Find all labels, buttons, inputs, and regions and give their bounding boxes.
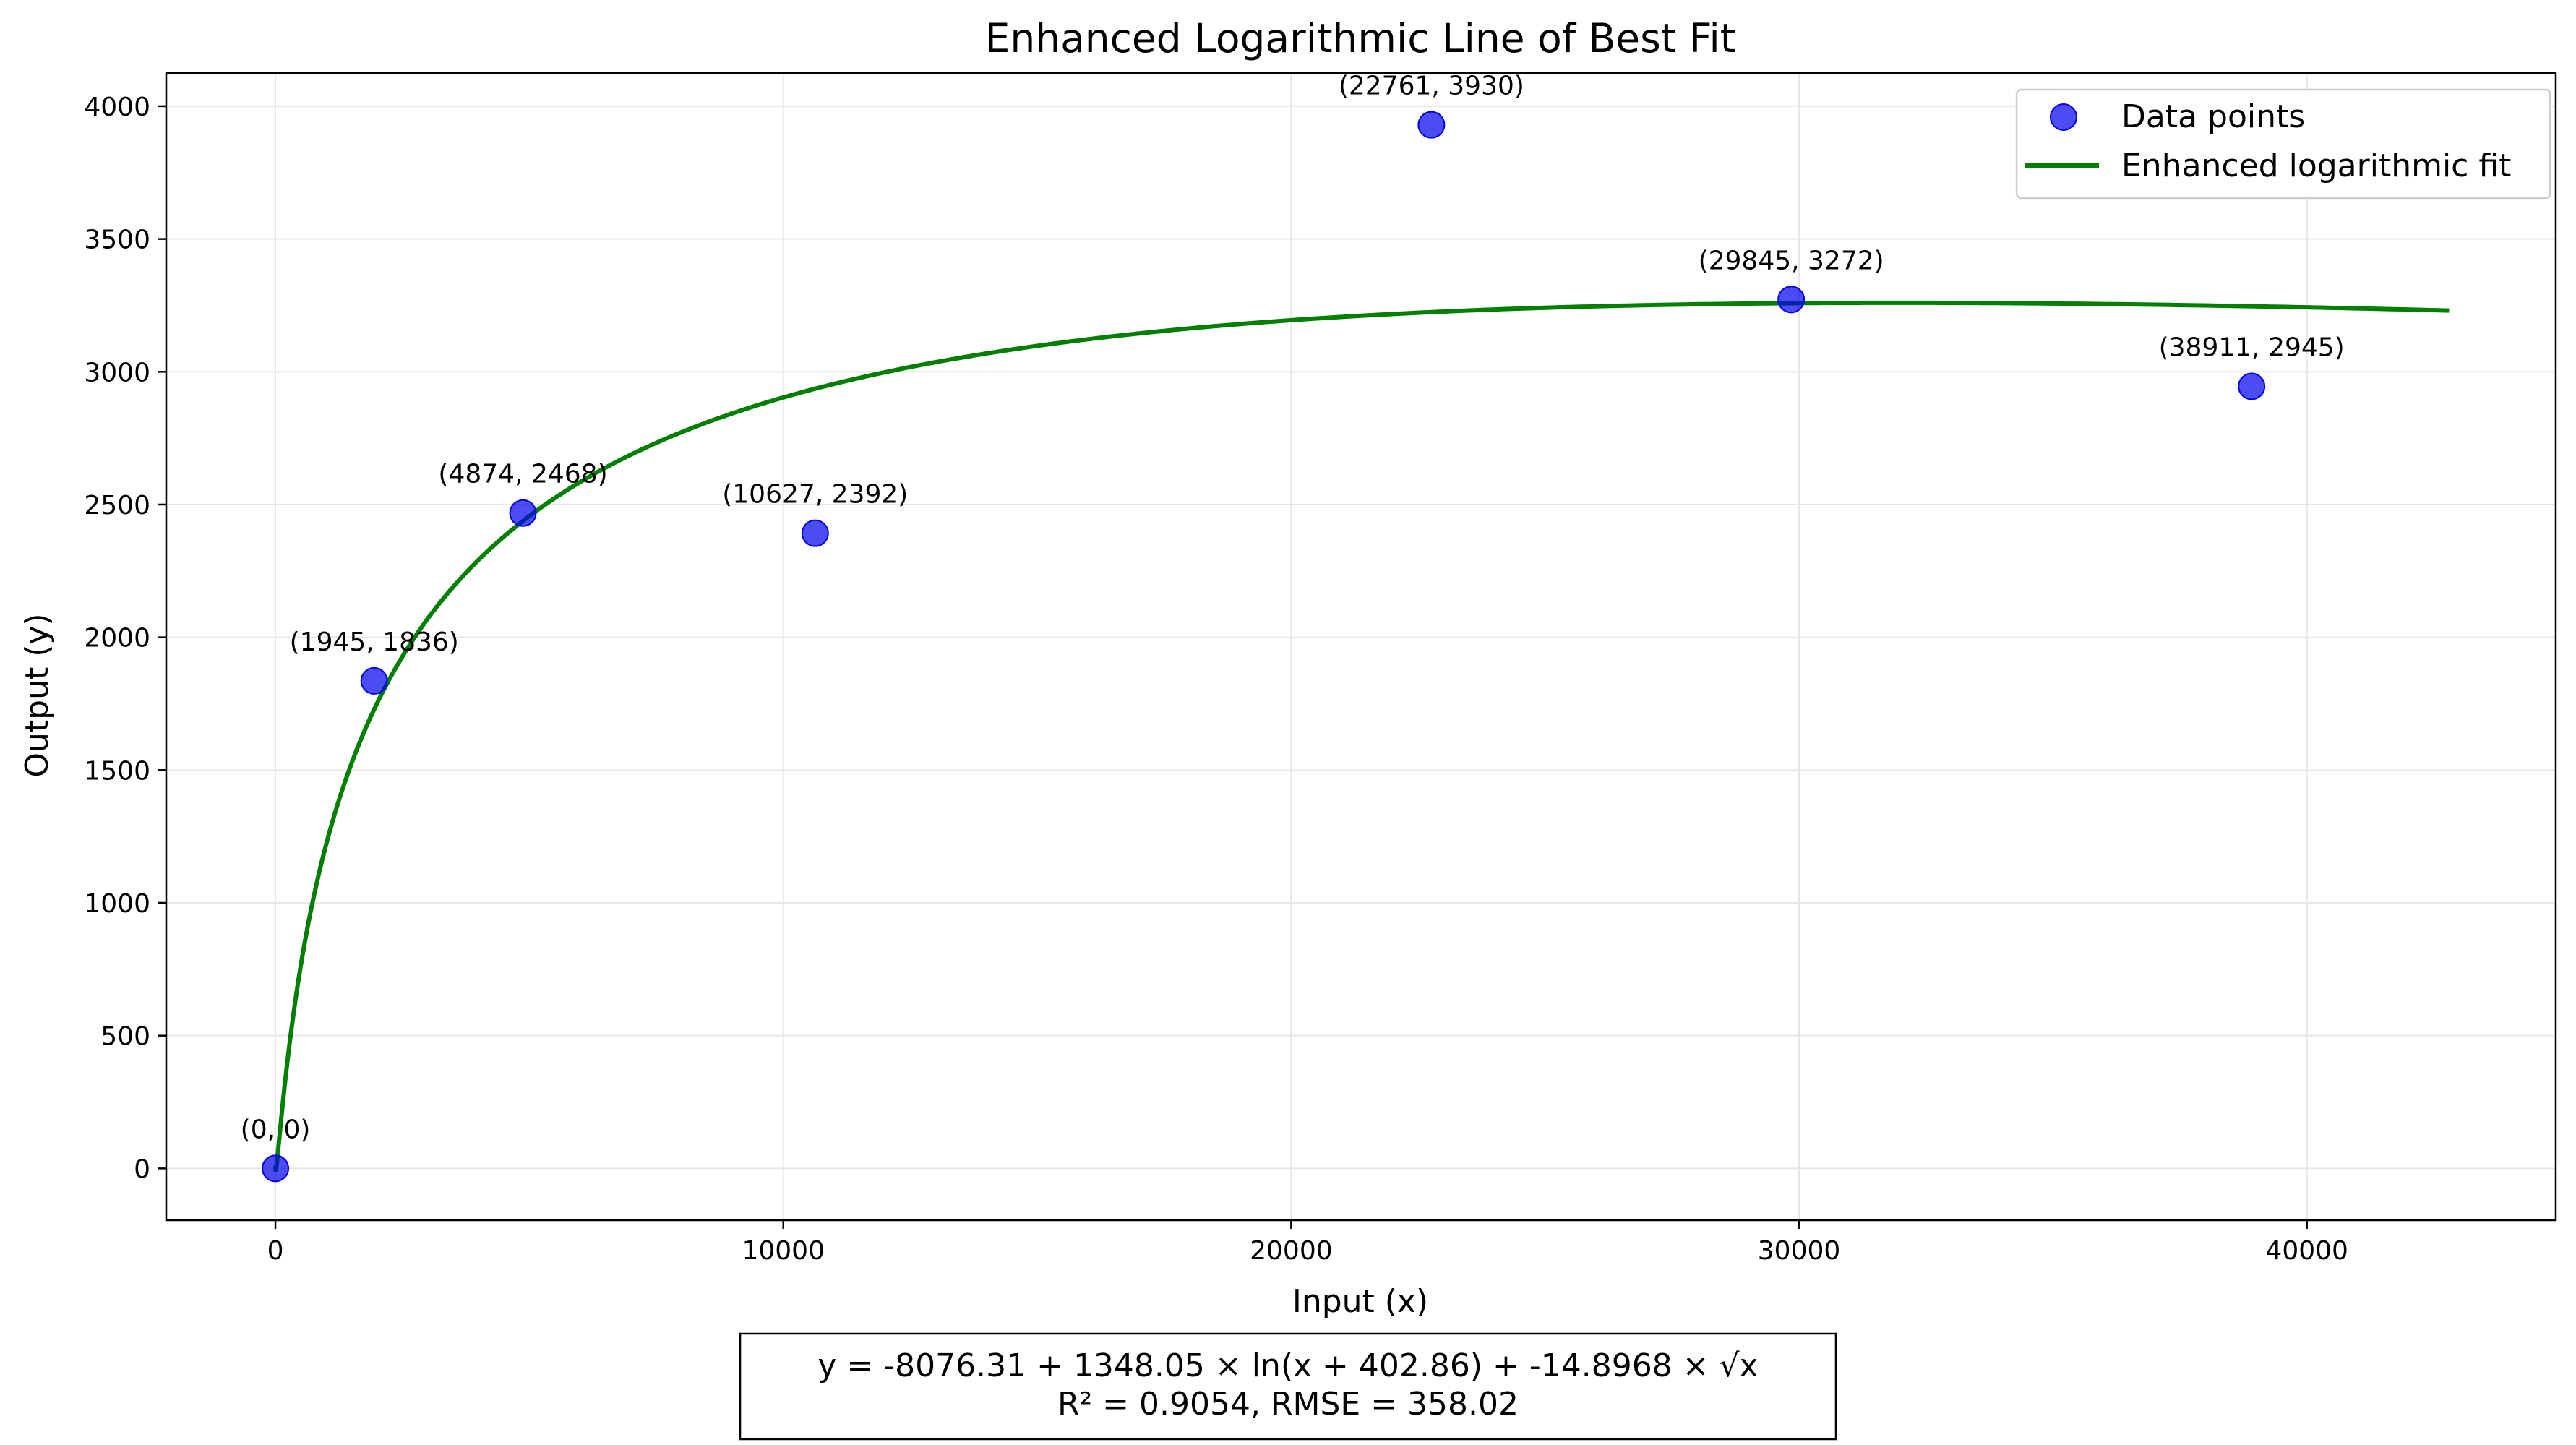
legend-box xyxy=(2015,88,2551,200)
data-points xyxy=(262,111,2266,1183)
data-point-labels: (0, 0) (1945, 1836) (4874, 2468) (10627, 23… xyxy=(241,72,2345,1145)
plot-frame xyxy=(165,72,2557,1222)
x-axis-ticks: 0 10000 20000 30000 40000 xyxy=(267,1220,2348,1266)
y-axis-label: Output (y) xyxy=(19,613,56,777)
data-point xyxy=(1417,111,1446,139)
y-tick-label: 2000 xyxy=(84,624,150,653)
y-tick-label: 3000 xyxy=(84,358,150,387)
data-point-label: (38911, 2945) xyxy=(2159,333,2345,362)
x-tick-label: 0 xyxy=(267,1236,284,1266)
data-point-label: (0, 0) xyxy=(241,1115,311,1144)
data-point-label: (10627, 2392) xyxy=(722,480,908,510)
data-point xyxy=(2238,372,2266,400)
x-tick-label: 10000 xyxy=(742,1236,825,1266)
x-tick-label: 40000 xyxy=(2265,1236,2348,1266)
y-tick-label: 2500 xyxy=(84,491,150,520)
legend-marker-data-points xyxy=(2050,103,2077,131)
x-tick-label: 20000 xyxy=(1250,1236,1333,1266)
y-tick-label: 1000 xyxy=(84,889,150,919)
y-tick-label: 1500 xyxy=(84,756,150,786)
data-point xyxy=(360,666,388,695)
legend: Data points Enhanced logarithmic fit xyxy=(2015,88,2551,200)
chart-title: Enhanced Logarithmic Line of Best Fit xyxy=(985,15,1736,61)
y-axis-ticks: 0 500 1000 1500 2000 2500 3000 3500 4000 xyxy=(84,93,166,1184)
data-point xyxy=(509,499,537,527)
y-tick-label: 500 xyxy=(100,1022,150,1052)
x-tick-label: 30000 xyxy=(1758,1236,1841,1266)
data-point-label: (4874, 2468) xyxy=(438,460,607,489)
y-tick-label: 4000 xyxy=(84,93,150,122)
legend-label-data-points: Data points xyxy=(2121,98,2305,135)
equation-box: y = -8076.31 + 1348.05 × ln(x + 402.86) … xyxy=(739,1332,1837,1441)
data-point xyxy=(262,1154,290,1183)
x-axis-label: Input (x) xyxy=(1292,1283,1428,1320)
data-point-label: (1945, 1836) xyxy=(290,627,459,657)
data-point xyxy=(1777,286,1806,314)
data-point xyxy=(801,519,829,547)
legend-label-fit-line: Enhanced logarithmic fit xyxy=(2121,147,2511,184)
data-point-label: (22761, 3930) xyxy=(1339,72,1524,101)
data-point-label: (29845, 3272) xyxy=(1699,246,1884,275)
fit-statistics: R² = 0.9054, RMSE = 358.02 xyxy=(1057,1386,1519,1423)
y-tick-label: 3500 xyxy=(84,226,150,255)
y-tick-label: 0 xyxy=(134,1154,150,1184)
fit-equation: y = -8076.31 + 1348.05 × ln(x + 402.86) … xyxy=(817,1347,1758,1384)
equation-box-frame xyxy=(739,1332,1837,1441)
